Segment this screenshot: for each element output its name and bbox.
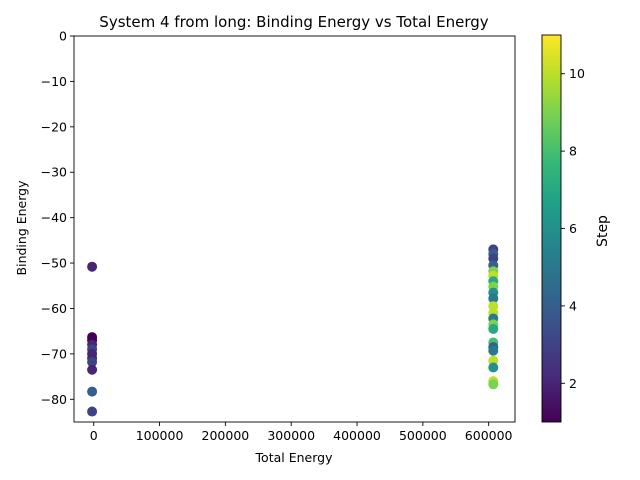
- data-point: [488, 362, 499, 373]
- y-tick-label: −20: [41, 119, 67, 134]
- data-point: [488, 345, 499, 356]
- x-tick-label: 0: [90, 428, 98, 443]
- y-tick-label: 0: [59, 29, 67, 44]
- plot-frame: [73, 35, 516, 423]
- chart-title: System 4 from long: Binding Energy vs To…: [99, 13, 489, 31]
- x-tick-label: 500000: [399, 428, 447, 443]
- colorbar-tick-label: 4: [569, 298, 577, 313]
- data-point: [87, 364, 98, 375]
- y-axis-label: Binding Energy: [14, 180, 29, 276]
- data-point: [87, 386, 98, 397]
- y-axis: 0 −10 −20 −30 −40 −50 −60 −70 −80: [41, 29, 74, 407]
- y-tick-label: −40: [41, 210, 67, 225]
- colorbar-tick-label: 2: [569, 376, 577, 391]
- data-point: [87, 406, 98, 417]
- x-tick-label: 600000: [465, 428, 513, 443]
- x-tick-label: 200000: [202, 428, 250, 443]
- colorbar-label: Step: [595, 215, 611, 247]
- colorbar-tick-label: 10: [569, 66, 585, 81]
- data-point: [488, 379, 499, 390]
- data-point: [87, 357, 98, 368]
- y-tick-label: −30: [41, 165, 67, 180]
- y-tick-label: −60: [41, 301, 67, 316]
- data-point: [87, 261, 98, 272]
- x-axis: 0 100000 200000 300000 400000 500000 600000: [90, 422, 513, 443]
- x-axis-label: Total Energy: [255, 450, 334, 465]
- colorbar-tick-label: 6: [569, 221, 577, 236]
- colorbar: 2 4 6 8 10: [541, 34, 585, 423]
- data-point: [488, 323, 499, 334]
- x-tick-label: 400000: [333, 428, 381, 443]
- x-tick-label: 100000: [136, 428, 184, 443]
- y-tick-label: −80: [41, 392, 67, 407]
- y-tick-label: −10: [41, 74, 67, 89]
- colorbar-gradient: [541, 34, 562, 423]
- data-point: [488, 293, 499, 304]
- y-tick-label: −50: [41, 256, 67, 271]
- plot-area: [73, 35, 516, 423]
- colorbar-tick-label: 8: [569, 144, 577, 159]
- x-tick-label: 300000: [267, 428, 315, 443]
- y-tick-label: −70: [41, 346, 67, 361]
